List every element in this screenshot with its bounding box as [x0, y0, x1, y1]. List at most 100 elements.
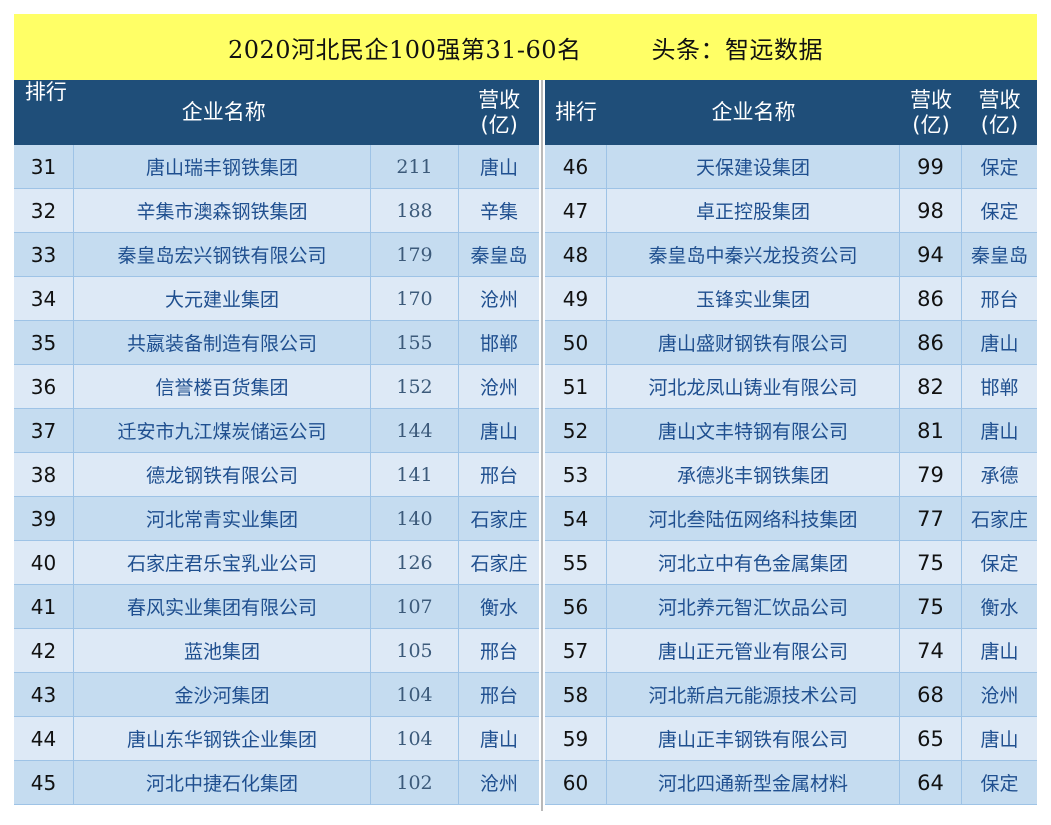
city-cell: 邯郸 [479, 333, 518, 355]
rank-cell: 49 [545, 277, 607, 320]
table-row: 34 大元建业集团 170 沧州 [14, 277, 539, 321]
table-row: 31 唐山瑞丰钢铁集团 211 唐山 [14, 145, 539, 189]
table-row: 35 共嬴装备制造有限公司 155 邯郸 [14, 321, 539, 365]
table-row: 44 唐山东华钢铁企业集团 104 唐山 [14, 717, 539, 761]
rank-cell: 59 [545, 717, 607, 760]
rank-cell: 32 [14, 189, 74, 232]
revenue-cell: 75 [900, 585, 962, 628]
rank-cell: 34 [14, 277, 74, 320]
revenue-cell: 65 [900, 717, 962, 760]
right-table-header: 排行 企业名称 营收 (亿) 营收 (亿) [545, 80, 1037, 145]
company-name-cell: 辛集市澳森钢铁集团 [74, 189, 371, 232]
source-label: 头条：智远数据 [651, 35, 824, 64]
revenue-cell: 126 [371, 541, 459, 584]
city-cell: 唐山 [479, 421, 518, 443]
table-row: 41 春风实业集团有限公司 107 衡水 [14, 585, 539, 629]
company-name-cell: 唐山正丰钢铁有限公司 [607, 717, 900, 760]
table-row: 38 德龙钢铁有限公司 141 邢台 [14, 453, 539, 497]
rank-cell: 41 [14, 585, 74, 628]
rank-cell: 56 [545, 585, 607, 628]
revenue-cell: 74 [900, 629, 962, 672]
table-row: 42 蓝池集团 105 邢台 [14, 629, 539, 673]
left-table-body: 31 唐山瑞丰钢铁集团 211 唐山 32 辛集市澳森钢铁集团 188 辛集 33 秦皇岛宏兴钢铁… [14, 145, 539, 805]
table-row: 36 信誉楼百货集团 152 沧州 [14, 365, 539, 409]
right-table-body: 46 天保建设集团 99 保定 47 卓正控股集团 98 保定 48 秦皇岛中秦兴龙投资公司 94 秦… [545, 145, 1037, 805]
header-spacer [372, 80, 460, 145]
table-row: 58 河北新启元能源技术公司 68 沧州 [545, 673, 1037, 717]
table-row: 45 河北中捷石化集团 102 沧州 [14, 761, 539, 805]
revenue-cell: 104 [371, 673, 459, 716]
company-name-cell: 河北新启元能源技术公司 [607, 673, 900, 716]
city-cell: 邯郸 [980, 377, 1019, 399]
city-cell: 衡水 [479, 597, 518, 619]
company-name-cell: 承德兆丰钢铁集团 [607, 453, 900, 496]
header-rank: 排行 [555, 100, 597, 124]
revenue-cell: 102 [371, 761, 459, 804]
table-row: 49 玉锋实业集团 86 邢台 [545, 277, 1037, 321]
table-row: 37 迁安市九江煤炭储运公司 144 唐山 [14, 409, 539, 453]
city-cell: 唐山 [479, 157, 518, 179]
table-row: 52 唐山文丰特钢有限公司 81 唐山 [545, 409, 1037, 453]
revenue-cell: 94 [900, 233, 962, 276]
company-name-cell: 共嬴装备制造有限公司 [74, 321, 371, 364]
revenue-cell: 75 [900, 541, 962, 584]
city-cell: 邢台 [479, 465, 518, 487]
company-name-cell: 唐山东华钢铁企业集团 [74, 717, 371, 760]
city-cell: 沧州 [479, 773, 518, 795]
revenue-cell: 105 [371, 629, 459, 672]
revenue-cell: 86 [900, 277, 962, 320]
city-cell: 保定 [980, 553, 1019, 575]
revenue-cell: 144 [371, 409, 459, 452]
city-cell: 邢台 [479, 685, 518, 707]
revenue-cell: 140 [371, 497, 459, 540]
revenue-cell: 82 [900, 365, 962, 408]
revenue-cell: 99 [900, 145, 962, 188]
rank-cell: 57 [545, 629, 607, 672]
title-bar: 2020河北民企100强第31-60名 头条：智远数据 [14, 14, 1037, 80]
company-name-cell: 唐山文丰特钢有限公司 [607, 409, 900, 452]
city-cell: 唐山 [980, 641, 1019, 663]
page-title: 2020河北民企100强第31-60名 [227, 35, 582, 64]
company-name-cell: 卓正控股集团 [607, 189, 900, 232]
company-name-cell: 石家庄君乐宝乳业公司 [74, 541, 371, 584]
table-row: 59 唐山正丰钢铁有限公司 65 唐山 [545, 717, 1037, 761]
company-name-cell: 唐山正元管业有限公司 [607, 629, 900, 672]
company-name-cell: 河北中捷石化集团 [74, 761, 371, 804]
city-cell: 石家庄 [970, 509, 1028, 531]
right-table: 排行 企业名称 营收 (亿) 营收 (亿) 46 天保建设集团 99 保定 47 卓正控股… [545, 80, 1037, 805]
company-name-cell: 秦皇岛宏兴钢铁有限公司 [74, 233, 371, 276]
table-row: 57 唐山正元管业有限公司 74 唐山 [545, 629, 1037, 673]
rank-cell: 47 [545, 189, 607, 232]
rank-cell: 33 [14, 233, 74, 276]
city-cell: 沧州 [980, 685, 1019, 707]
ranking-page: 2020河北民企100强第31-60名 头条：智远数据 排行 企业名称 营收 (… [14, 14, 1037, 811]
revenue-cell: 141 [371, 453, 459, 496]
company-name-cell: 玉锋实业集团 [607, 277, 900, 320]
rank-cell: 58 [545, 673, 607, 716]
rank-cell: 48 [545, 233, 607, 276]
company-name-cell: 唐山盛财钢铁有限公司 [607, 321, 900, 364]
table-row: 46 天保建设集团 99 保定 [545, 145, 1037, 189]
rank-cell: 51 [545, 365, 607, 408]
city-cell: 唐山 [980, 333, 1019, 355]
revenue-cell: 155 [371, 321, 459, 364]
revenue-cell: 104 [371, 717, 459, 760]
header-name: 企业名称 [711, 100, 796, 124]
company-name-cell: 天保建设集团 [607, 145, 900, 188]
rank-cell: 39 [14, 497, 74, 540]
revenue-cell: 188 [371, 189, 459, 232]
company-name-cell: 信誉楼百货集团 [74, 365, 371, 408]
company-name-cell: 大元建业集团 [74, 277, 371, 320]
revenue-cell: 107 [371, 585, 459, 628]
revenue-cell: 86 [900, 321, 962, 364]
company-name-cell: 蓝池集团 [74, 629, 371, 672]
company-name-cell: 河北四通新型金属材料 [607, 761, 900, 804]
revenue-cell: 98 [900, 189, 962, 232]
table-row: 50 唐山盛财钢铁有限公司 86 唐山 [545, 321, 1037, 365]
rank-cell: 36 [14, 365, 74, 408]
company-name-cell: 德龙钢铁有限公司 [74, 453, 371, 496]
city-cell: 衡水 [980, 597, 1019, 619]
header-revenue: 营收 (亿) [910, 87, 952, 137]
table-row: 48 秦皇岛中秦兴龙投资公司 94 秦皇岛 [545, 233, 1037, 277]
rank-cell: 43 [14, 673, 74, 716]
